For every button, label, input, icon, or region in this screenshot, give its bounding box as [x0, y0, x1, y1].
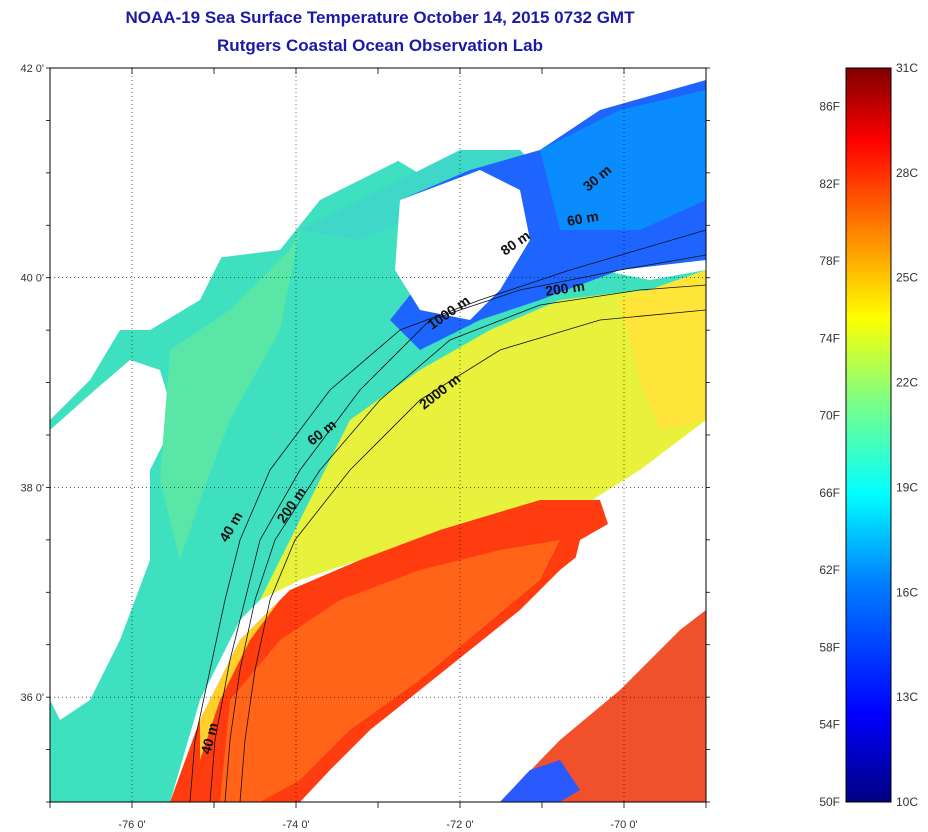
colorbar-fahrenheit-labels: 86F 82F 78F 74F 70F 66F 62F 58F 54F 50F	[819, 100, 840, 809]
contour-label: 200 m	[544, 278, 586, 299]
axis-labels: -76 0' -74 0' -72 0' -70 0' 42 0' 40 0' 38 0' 3…	[20, 63, 710, 831]
lon-tick-label: -72 0'	[446, 819, 473, 831]
map-title: NOAA-19 Sea Surface Temperature October …	[125, 8, 635, 27]
colorbar-f-label: 62F	[819, 563, 840, 577]
colorbar-f-label: 58F	[819, 640, 840, 654]
colorbar-f-label: 54F	[819, 718, 840, 732]
colorbar-f-label: 70F	[819, 409, 840, 423]
colorbar-f-label: 82F	[819, 177, 840, 191]
colorbar-c-label: 10C	[896, 795, 918, 809]
colorbar-c-label: 25C	[896, 271, 918, 285]
colorbar-f-label: 86F	[819, 100, 840, 114]
chesapeake-land	[50, 360, 175, 720]
colorbar-f-label: 78F	[819, 254, 840, 268]
colorbar-c-label: 19C	[896, 480, 918, 494]
bathymetry-contours	[189, 229, 706, 802]
contour-label: 60 m	[566, 208, 600, 229]
colorbar	[845, 67, 892, 803]
colorbar-celsius-labels: 31C 28C 25C 22C 19C 16C 13C 10C	[896, 61, 918, 809]
lat-tick-label: 42 0'	[20, 63, 44, 75]
lon-tick-label: -70 0'	[610, 819, 637, 831]
new-england-land	[50, 68, 706, 300]
colorbar-c-label: 13C	[896, 690, 918, 704]
colorbar-c-label: 31C	[896, 61, 918, 75]
lon-tick-label: -76 0'	[118, 819, 145, 831]
colorbar-c-label: 22C	[896, 376, 918, 390]
map-subtitle: Rutgers Coastal Ocean Observation Lab	[217, 36, 543, 55]
colorbar-f-label: 66F	[819, 486, 840, 500]
lat-tick-label: 40 0'	[20, 273, 44, 285]
sst-raster	[50, 68, 706, 802]
contour-label: 40 m	[197, 721, 221, 756]
colorbar-c-label: 28C	[896, 166, 918, 180]
colorbar-c-label: 16C	[896, 585, 918, 599]
lat-tick-label: 38 0'	[20, 482, 44, 494]
lon-tick-label: -74 0'	[282, 819, 309, 831]
colorbar-f-label: 74F	[819, 331, 840, 345]
lat-tick-label: 36 0'	[20, 692, 44, 704]
colorbar-f-label: 50F	[819, 795, 840, 809]
